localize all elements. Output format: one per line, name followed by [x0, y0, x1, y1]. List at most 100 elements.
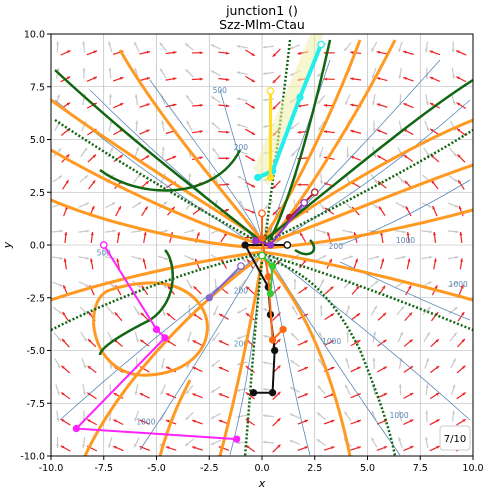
- field-arrow: [457, 339, 464, 347]
- field-arrow-head: [192, 446, 195, 449]
- field-arrow: [211, 44, 221, 49]
- field-arrow: [404, 155, 413, 161]
- field-arrow: [135, 384, 138, 395]
- field-arrow: [113, 446, 123, 451]
- field-arrow-head: [146, 103, 149, 106]
- field-arrow-head: [331, 446, 334, 449]
- x-tick-label: -5.0: [147, 463, 166, 474]
- field-arrow: [219, 314, 229, 319]
- field-arrow: [166, 77, 177, 80]
- y-tick-label: 7.5: [30, 82, 45, 93]
- field-arrow: [425, 437, 428, 448]
- field-arrow: [212, 122, 220, 129]
- field-arrow: [324, 446, 334, 450]
- field-arrow: [324, 420, 334, 424]
- y-axis: -10.0-7.5-5.0-2.50.02.55.07.510.0: [20, 30, 51, 463]
- field-arrow: [377, 51, 388, 54]
- x-tick-label: -2.5: [200, 463, 219, 474]
- series-point-marker: [297, 94, 303, 100]
- field-arrow: [397, 175, 404, 183]
- field-arrow: [237, 71, 248, 74]
- field-arrow: [352, 286, 359, 294]
- y-tick-label: 10.0: [24, 30, 45, 41]
- field-arrow: [219, 341, 229, 346]
- field-arrow: [193, 340, 203, 345]
- field-arrow: [273, 445, 281, 453]
- field-arrow: [245, 50, 254, 56]
- field-arrow: [290, 360, 299, 366]
- field-arrow: [395, 230, 406, 233]
- field-arrow: [211, 387, 220, 393]
- field-arrow: [237, 308, 247, 313]
- field-arrow: [398, 332, 403, 342]
- field-arrow: [263, 414, 274, 417]
- field-arrow: [166, 446, 176, 450]
- x-tick-label: 7.5: [413, 463, 428, 474]
- field-arrow: [273, 181, 281, 189]
- field-arrow: [134, 42, 139, 52]
- field-arrow: [82, 68, 85, 79]
- field-arrow: [245, 129, 255, 135]
- field-arrow: [456, 50, 466, 55]
- field-arrow: [116, 206, 121, 216]
- field-arrow: [399, 68, 402, 79]
- field-arrow: [317, 439, 326, 445]
- field-arrow: [273, 49, 281, 57]
- field-arrow: [52, 230, 63, 233]
- field-arrow: [370, 281, 379, 288]
- field-arrow: [56, 384, 60, 394]
- field-arrow-head: [355, 259, 358, 262]
- chart-subtitle: Szz-Mlm-Ctau: [219, 17, 305, 32]
- field-arrow-head: [403, 77, 406, 80]
- field-arrow: [318, 95, 325, 103]
- field-arrow: [88, 366, 97, 373]
- field-arrow-head: [200, 51, 203, 54]
- field-arrow-head: [452, 49, 455, 52]
- field-arrow: [166, 156, 176, 160]
- field-arrow: [397, 306, 404, 315]
- field-arrow: [433, 232, 436, 243]
- field-arrow: [324, 130, 335, 133]
- field-arrow: [377, 77, 388, 80]
- contour-label: 1000: [136, 417, 155, 426]
- series-point-marker: [267, 242, 273, 248]
- contour-line: [268, 252, 470, 420]
- field-arrow: [135, 147, 139, 157]
- page-indicator: 7/10: [444, 434, 466, 445]
- field-arrow: [61, 419, 70, 425]
- field-arrow: [114, 155, 123, 162]
- field-arrow: [212, 360, 221, 367]
- contour-label: 1000: [322, 337, 341, 346]
- field-arrow: [61, 366, 69, 373]
- field-arrow: [132, 202, 141, 208]
- field-arrow-head: [82, 68, 85, 71]
- field-arrow: [456, 419, 465, 425]
- field-arrow: [192, 78, 203, 81]
- field-arrow: [298, 446, 308, 450]
- field-arrow: [369, 256, 380, 260]
- field-arrow: [342, 230, 353, 233]
- field-arrow: [377, 367, 387, 372]
- contour-label: 1000: [449, 280, 468, 289]
- field-arrow: [82, 41, 85, 52]
- field-arrow: [380, 232, 383, 243]
- field-arrow: [430, 393, 439, 399]
- field-arrow-head: [346, 331, 349, 334]
- contour-label: 200: [234, 287, 249, 296]
- field-arrow: [425, 411, 428, 422]
- field-arrow: [133, 174, 139, 183]
- field-arrow: [90, 258, 93, 269]
- field-arrow: [194, 286, 202, 294]
- field-arrow: [457, 129, 466, 136]
- field-arrow: [459, 232, 462, 243]
- field-arrow-head: [398, 437, 401, 440]
- field-arrow-head: [57, 391, 60, 394]
- field-arrow: [350, 77, 361, 80]
- field-arrow: [53, 176, 62, 182]
- series-point-marker: [270, 263, 276, 269]
- field-arrow: [293, 279, 296, 290]
- field-arrow: [345, 385, 350, 395]
- series-point-marker: [162, 335, 168, 341]
- y-tick-label: 0.0: [30, 241, 45, 252]
- field-arrow: [451, 94, 455, 104]
